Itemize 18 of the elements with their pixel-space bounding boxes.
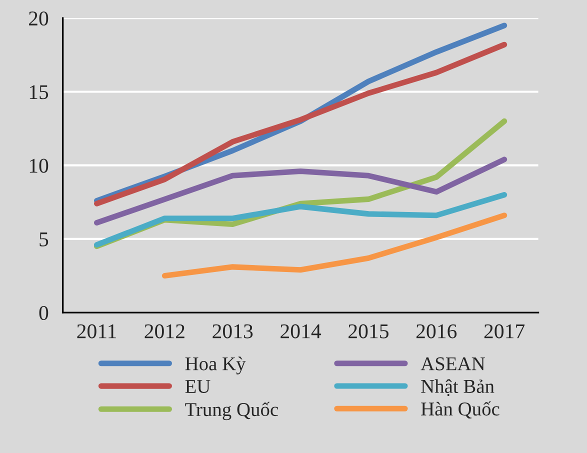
y-tick-label: 15 <box>30 85 48 100</box>
x-tick-label: 2011 <box>77 324 116 338</box>
legend-label: ASEAN <box>420 357 485 370</box>
x-tick-label: 2015 <box>348 324 388 338</box>
legend-label: Trung Quốc <box>185 402 278 420</box>
legend-label: Hàn Quốc <box>421 401 500 419</box>
y-tick-label: 20 <box>29 11 48 26</box>
y-tick-label: 0 <box>39 306 48 320</box>
x-tick-label: 2012 <box>144 324 184 338</box>
x-tick-label: 2017 <box>484 324 525 338</box>
x-tick-label: 2014 <box>280 324 322 338</box>
y-tick-label: 10 <box>30 158 48 173</box>
x-tick-label: 2016 <box>416 324 457 338</box>
legend-label: Hoa Kỳ <box>185 356 246 374</box>
x-tick-label: 2013 <box>212 324 253 338</box>
legend-label: Nhật Bản <box>421 379 494 396</box>
legend-label: EU <box>185 380 210 394</box>
y-tick-label: 5 <box>40 232 48 246</box>
